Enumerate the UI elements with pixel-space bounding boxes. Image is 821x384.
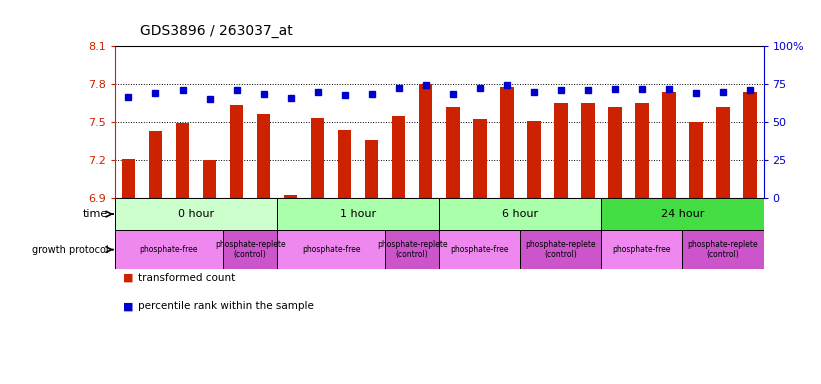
Text: phosphate-free: phosphate-free bbox=[140, 245, 198, 254]
Text: GDS3896 / 263037_at: GDS3896 / 263037_at bbox=[140, 25, 292, 38]
Bar bbox=[176, 123, 190, 198]
Bar bbox=[203, 160, 216, 198]
Bar bbox=[663, 91, 676, 198]
Bar bbox=[149, 131, 163, 198]
Text: phosphate-free: phosphate-free bbox=[302, 245, 360, 254]
Bar bbox=[743, 91, 757, 198]
Text: phosphate-replete
(control): phosphate-replete (control) bbox=[525, 240, 596, 259]
Bar bbox=[284, 195, 297, 198]
Text: phosphate-free: phosphate-free bbox=[451, 245, 509, 254]
Bar bbox=[635, 103, 649, 198]
Bar bbox=[115, 198, 277, 230]
Bar bbox=[115, 230, 223, 269]
Bar bbox=[602, 198, 764, 230]
Bar bbox=[277, 198, 439, 230]
Bar bbox=[122, 159, 135, 198]
Bar bbox=[527, 121, 540, 198]
Bar bbox=[230, 106, 243, 198]
Text: percentile rank within the sample: percentile rank within the sample bbox=[138, 301, 314, 311]
Text: 0 hour: 0 hour bbox=[178, 209, 214, 219]
Bar bbox=[392, 116, 406, 198]
Bar bbox=[473, 119, 487, 198]
Bar bbox=[716, 107, 730, 198]
Bar bbox=[338, 129, 351, 198]
Bar bbox=[689, 122, 703, 198]
Text: ■: ■ bbox=[123, 301, 134, 311]
Text: 6 hour: 6 hour bbox=[502, 209, 539, 219]
Text: ■: ■ bbox=[123, 273, 134, 283]
Bar bbox=[419, 84, 433, 198]
Bar bbox=[446, 107, 460, 198]
Bar bbox=[500, 86, 514, 198]
Text: transformed count: transformed count bbox=[138, 273, 235, 283]
Text: 1 hour: 1 hour bbox=[340, 209, 376, 219]
Bar bbox=[257, 114, 270, 198]
Bar bbox=[365, 140, 378, 198]
Bar bbox=[385, 230, 439, 269]
Text: 24 hour: 24 hour bbox=[661, 209, 704, 219]
Bar bbox=[581, 103, 594, 198]
Bar bbox=[439, 230, 521, 269]
Bar bbox=[277, 230, 385, 269]
Text: growth protocol: growth protocol bbox=[32, 245, 108, 255]
Bar bbox=[311, 118, 324, 198]
Bar bbox=[602, 230, 682, 269]
Text: phosphate-free: phosphate-free bbox=[612, 245, 672, 254]
Text: phosphate-replete
(control): phosphate-replete (control) bbox=[377, 240, 447, 259]
Bar bbox=[521, 230, 602, 269]
Bar bbox=[682, 230, 764, 269]
Text: phosphate-replete
(control): phosphate-replete (control) bbox=[215, 240, 286, 259]
Bar bbox=[554, 103, 567, 198]
Bar bbox=[608, 107, 621, 198]
Text: time: time bbox=[83, 209, 108, 219]
Bar bbox=[439, 198, 602, 230]
Text: phosphate-replete
(control): phosphate-replete (control) bbox=[688, 240, 759, 259]
Bar bbox=[223, 230, 277, 269]
